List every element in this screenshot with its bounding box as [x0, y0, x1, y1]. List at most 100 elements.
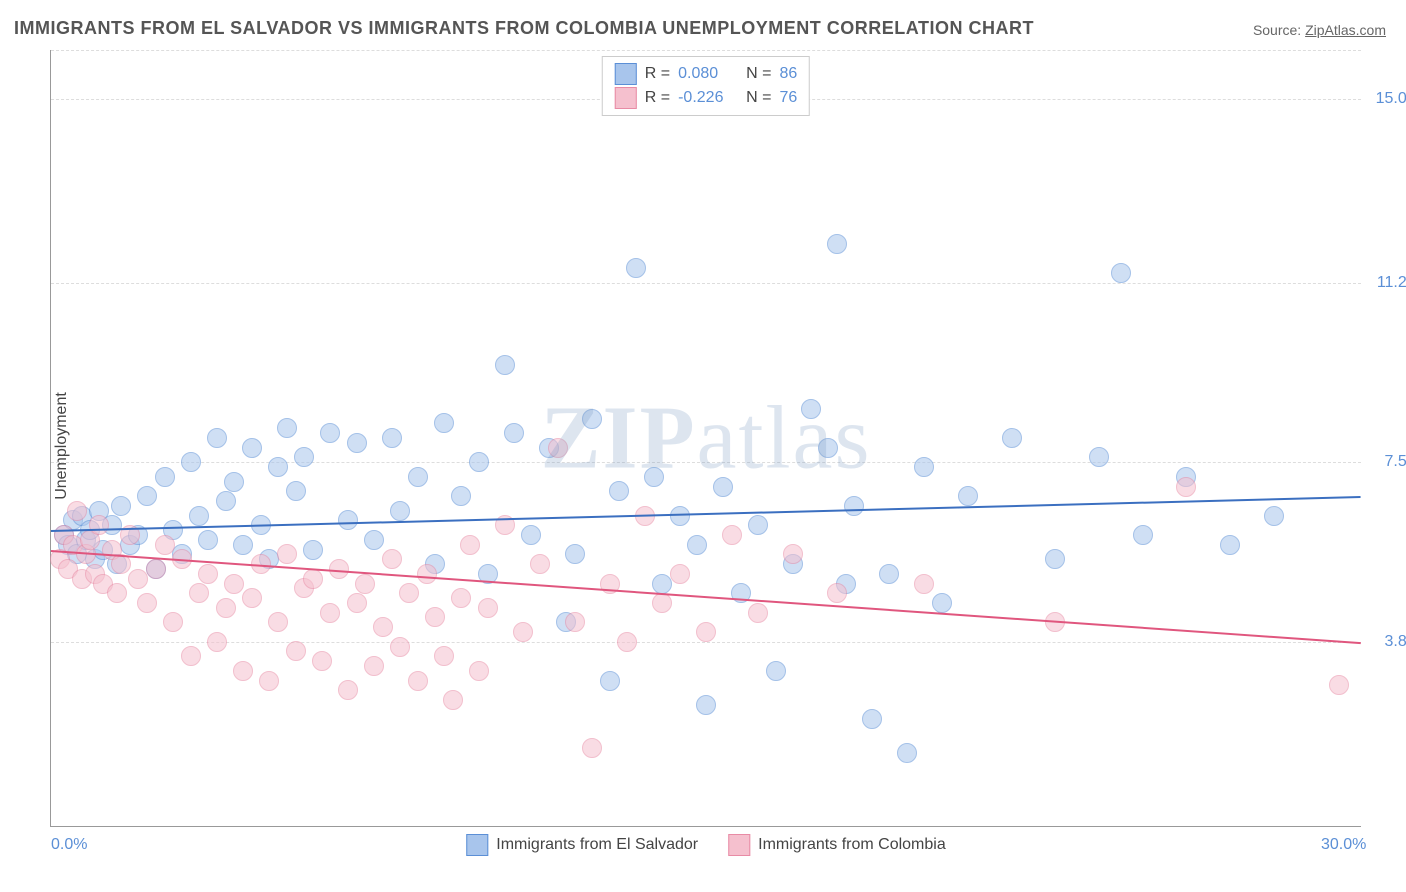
data-point: [451, 588, 471, 608]
data-point: [286, 641, 306, 661]
data-point: [294, 447, 314, 467]
legend-label: Immigrants from Colombia: [758, 836, 946, 854]
data-point: [382, 428, 402, 448]
data-point: [914, 574, 934, 594]
data-point: [713, 477, 733, 497]
r-label: R =: [645, 65, 670, 83]
plot-area: ZIPatlas R =0.080N =86R =-0.226N =76 Imm…: [50, 50, 1361, 827]
data-point: [504, 423, 524, 443]
data-point: [801, 399, 821, 419]
x-tick-label: 30.0%: [1321, 836, 1366, 854]
gridline: [51, 462, 1361, 463]
data-point: [224, 472, 244, 492]
data-point: [207, 428, 227, 448]
data-point: [582, 409, 602, 429]
data-point: [696, 695, 716, 715]
data-point: [451, 486, 471, 506]
data-point: [617, 632, 637, 652]
correlation-legend: R =0.080N =86R =-0.226N =76: [602, 56, 810, 116]
data-point: [687, 535, 707, 555]
data-point: [1045, 549, 1065, 569]
data-point: [364, 530, 384, 550]
source-attribution: Source: ZipAtlas.com: [1253, 22, 1386, 38]
data-point: [408, 671, 428, 691]
data-point: [303, 569, 323, 589]
watermark-bold: ZIP: [541, 389, 697, 488]
data-point: [277, 418, 297, 438]
data-point: [818, 438, 838, 458]
legend-swatch: [615, 63, 637, 85]
data-point: [155, 467, 175, 487]
data-point: [67, 501, 87, 521]
data-point: [748, 603, 768, 623]
data-point: [277, 544, 297, 564]
data-point: [181, 452, 201, 472]
n-label: N =: [746, 89, 771, 107]
data-point: [198, 564, 218, 584]
data-point: [513, 622, 533, 642]
data-point: [644, 467, 664, 487]
data-point: [364, 656, 384, 676]
data-point: [626, 258, 646, 278]
data-point: [373, 617, 393, 637]
data-point: [216, 491, 236, 511]
data-point: [355, 574, 375, 594]
n-label: N =: [746, 65, 771, 83]
data-point: [111, 496, 131, 516]
legend-row: R =0.080N =86: [615, 63, 797, 85]
data-point: [338, 510, 358, 530]
data-point: [233, 535, 253, 555]
data-point: [189, 506, 209, 526]
data-point: [390, 637, 410, 657]
data-point: [259, 671, 279, 691]
data-point: [107, 583, 127, 603]
y-tick-label: 15.0%: [1366, 90, 1406, 108]
data-point: [460, 535, 480, 555]
data-point: [181, 646, 201, 666]
data-point: [320, 603, 340, 623]
data-point: [897, 743, 917, 763]
chart-title: IMMIGRANTS FROM EL SALVADOR VS IMMIGRANT…: [14, 18, 1034, 39]
x-tick-label: 0.0%: [51, 836, 87, 854]
data-point: [1111, 263, 1131, 283]
data-point: [382, 549, 402, 569]
data-point: [1133, 525, 1153, 545]
data-point: [89, 515, 109, 535]
data-point: [268, 457, 288, 477]
data-point: [609, 481, 629, 501]
data-point: [495, 355, 515, 375]
data-point: [399, 583, 419, 603]
legend-swatch: [728, 834, 750, 856]
data-point: [652, 593, 672, 613]
data-point: [320, 423, 340, 443]
data-point: [198, 530, 218, 550]
data-point: [1329, 675, 1349, 695]
data-point: [434, 646, 454, 666]
data-point: [347, 433, 367, 453]
data-point: [434, 413, 454, 433]
data-point: [137, 486, 157, 506]
n-value: 86: [779, 65, 797, 83]
data-point: [163, 612, 183, 632]
data-point: [914, 457, 934, 477]
data-point: [224, 574, 244, 594]
data-point: [1089, 447, 1109, 467]
n-value: 76: [779, 89, 797, 107]
data-point: [783, 544, 803, 564]
data-point: [748, 515, 768, 535]
data-point: [478, 598, 498, 618]
data-point: [521, 525, 541, 545]
data-point: [565, 544, 585, 564]
data-point: [958, 486, 978, 506]
data-point: [425, 607, 445, 627]
watermark-light: atlas: [697, 389, 872, 488]
data-point: [347, 593, 367, 613]
y-tick-label: 7.5%: [1366, 453, 1406, 471]
y-tick-label: 11.2%: [1366, 274, 1406, 292]
legend-item: Immigrants from Colombia: [728, 834, 946, 856]
data-point: [216, 598, 236, 618]
data-point: [530, 554, 550, 574]
data-point: [146, 559, 166, 579]
r-label: R =: [645, 89, 670, 107]
data-point: [469, 661, 489, 681]
